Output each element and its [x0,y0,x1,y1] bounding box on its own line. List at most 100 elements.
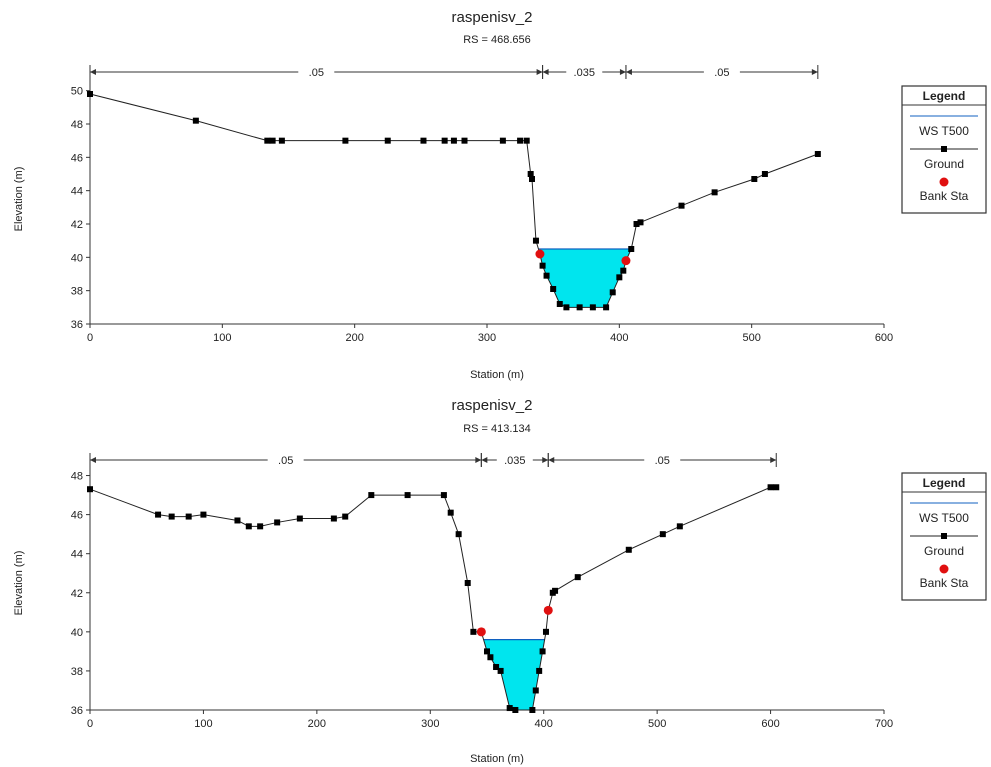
x-tick-label: 0 [87,718,93,730]
ground-line [89,93,819,308]
ground-point [539,262,546,269]
y-tick-label: 38 [71,666,83,678]
ground-point [440,492,447,499]
ground-point [678,202,685,209]
ground-point [245,523,252,530]
mannings-arrow [770,457,777,463]
ground-point [420,137,427,144]
ground-point [155,511,162,518]
ground-point [616,274,623,281]
ground-point [659,531,666,538]
y-tick-label: 48 [71,471,83,483]
ground-point [539,648,546,655]
ground-point [620,267,627,274]
ground-point [464,580,471,586]
legend: Legend WS T500 Ground Bank Sta [901,85,987,214]
legend-ground-marker [941,146,947,152]
ground-point [609,289,616,296]
legend-item: Bank Sta [920,576,969,590]
legend-item: Bank Sta [920,189,969,203]
ground-point [257,523,264,530]
ground-point [470,628,477,635]
mannings-arrow [90,69,96,75]
x-tick-label: 700 [875,718,893,730]
chart-title: raspenisv_2 [452,397,533,414]
x-tick-label: 200 [345,332,363,344]
ground-point [576,304,583,311]
ground-point [523,137,530,144]
chart-subtitle: RS = 468.656 [463,34,531,46]
legend-ground-marker [941,533,947,539]
ground-point [450,137,457,144]
y-tick-label: 42 [71,588,83,600]
y-axis-label: Elevation (m) [13,551,25,616]
ground-point [637,219,644,226]
x-tick-label: 300 [478,332,496,344]
ground-point [574,574,581,581]
mannings-arrow [90,457,96,463]
ground-point [512,707,519,713]
legend: Legend WS T500 Ground Bank Sta [901,472,987,601]
y-tick-label: 36 [71,705,83,717]
mannings-arrow [625,69,632,75]
ground-point [563,304,570,311]
legend-item: Ground [924,544,964,558]
bank-station-point [543,605,553,615]
bank-station-point [476,627,486,637]
ground-point [447,509,454,516]
ground-point [542,628,549,635]
y-axis-label: Elevation (m) [13,167,25,232]
ground-point [773,484,780,491]
ground-point [628,246,635,252]
ground-point [543,272,550,279]
ground-point [441,137,448,144]
x-tick-label: 200 [308,718,326,730]
legend-title: Legend [923,89,966,103]
ground-point [368,492,375,499]
ground-point [296,515,303,522]
ground-point [552,587,559,594]
ground-point [589,304,596,311]
chart-panel-2: raspenisv_2 RS = 413.134 0 100 200 300 400 500 6… [13,397,987,765]
ground-point [633,221,640,227]
ground-point [497,667,504,674]
ground-point [527,171,534,177]
mannings-n-label: .05 [309,67,324,79]
ground-point [87,486,93,493]
mannings-arrow [475,457,482,463]
chart-subtitle: RS = 413.134 [463,423,531,435]
y-tick-label: 42 [71,219,83,231]
ground-point [556,301,563,307]
x-tick-label: 100 [213,332,231,344]
ground-point [185,513,192,520]
x-tick-label: 400 [535,718,553,730]
ground-point [517,137,524,144]
mannings-n-label: .05 [278,455,293,467]
ground-point [404,492,411,499]
mannings-arrow [811,69,818,75]
mannings-n-label: .035 [504,455,525,467]
legend-bank-marker [939,564,949,574]
y-tick-label: 38 [71,286,83,298]
y-tick-label: 44 [71,549,83,561]
ground-point [499,137,506,144]
ground-point [532,687,539,694]
y-tick-label: 48 [71,119,83,131]
legend-title: Legend [923,476,966,490]
ground-point [751,176,758,182]
ground-point [234,517,241,524]
ground-point [487,654,494,661]
legend-item: WS T500 [919,124,969,138]
y-tick-label: 46 [71,510,83,522]
x-tick-label: 400 [610,332,628,344]
ground-point [536,667,543,674]
ground-point [532,237,539,244]
ground-point [342,513,349,520]
x-tick-label: 600 [761,718,779,730]
x-tick-label: 500 [648,718,666,730]
ground-point [87,91,93,97]
mannings-arrow [536,69,543,75]
bank-station-point [535,249,545,259]
ground-point [767,484,774,491]
